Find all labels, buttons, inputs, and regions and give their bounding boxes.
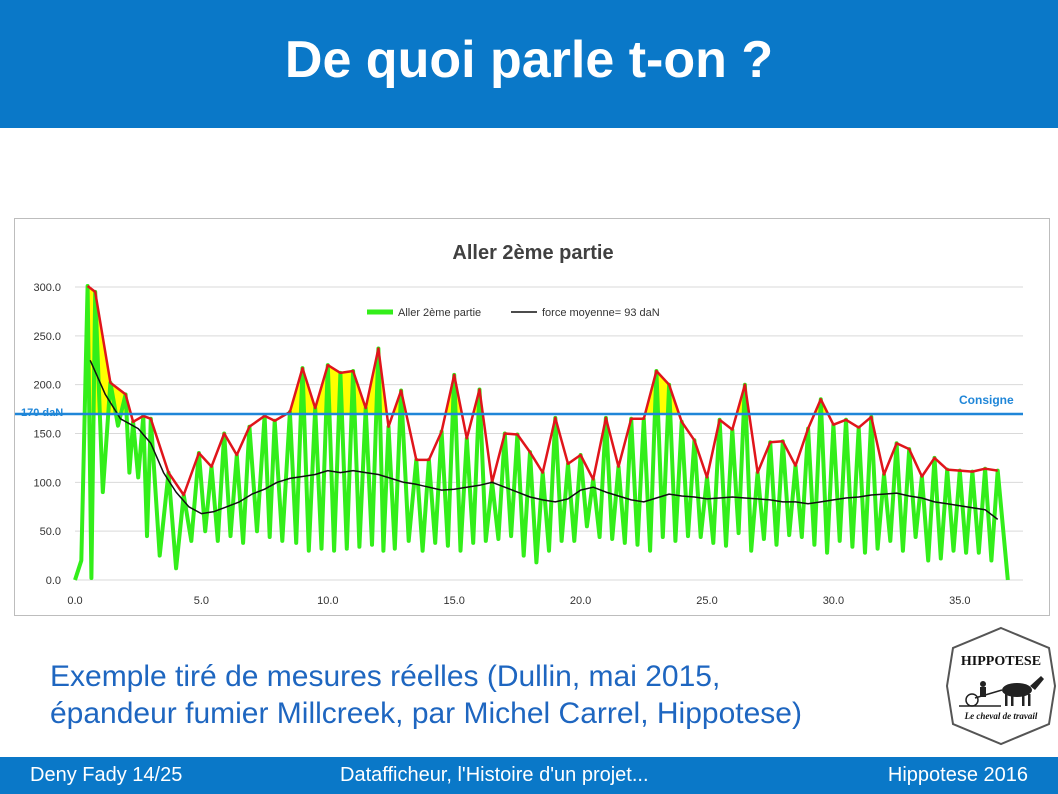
legend-label-measure: Aller 2ème partie: [398, 307, 481, 319]
footer-author: Deny Fady 14/25: [30, 764, 183, 786]
footer-org-year: Hippotese 2016: [887, 764, 1028, 786]
series-line-mean-force: [89, 359, 999, 520]
x-tick-label-6: 30.0: [823, 595, 844, 607]
slide-title: De quoi parle t-on ?: [284, 31, 774, 89]
y-tick-label-4: 200.0: [33, 380, 61, 392]
slide-header: De quoi parle t-on ?: [0, 0, 1058, 128]
caption: Exemple tiré de mesures réelles (Dullin,…: [50, 658, 930, 732]
series-line-measure: [73, 284, 1010, 581]
legend-label-mean: force moyenne= 93 daN: [542, 307, 660, 319]
x-tick-label-1: 5.0: [194, 595, 209, 607]
axes: 0.0 50.0 100.0 150.0 200.0 250.0 300.0 0.0 5.0 10…: [33, 282, 970, 607]
hippotese-logo: HIPPOTESE Le cheval de travail: [945, 626, 1057, 746]
series-layer: [15, 284, 1023, 581]
x-tick-label-5: 25.0: [696, 595, 717, 607]
x-tick-label-3: 15.0: [443, 595, 464, 607]
horse-plough-icon: [959, 676, 1044, 707]
logo-name: HIPPOTESE: [961, 654, 1041, 669]
y-tick-label-5: 250.0: [33, 331, 61, 343]
y-tick-label-3: 150.0: [33, 429, 61, 441]
legend: Aller 2ème partie force moyenne= 93 daN: [367, 307, 660, 319]
logo-tagline: Le cheval de travail: [964, 711, 1038, 721]
chart-frame: 0.0 50.0 100.0 150.0 200.0 250.0 300.0 0.0 5.0 10…: [14, 218, 1050, 616]
consigne-right-label: Consigne: [959, 393, 1014, 407]
x-tick-label-0: 0.0: [67, 595, 82, 607]
x-tick-label-7: 35.0: [949, 595, 970, 607]
caption-line-2: épandeur fumier Millcreek, par Michel Ca…: [50, 697, 802, 730]
slide-footer: Deny Fady 14/25 Datafficheur, l'Histoire…: [0, 757, 1058, 794]
chart-title: Aller 2ème partie: [452, 242, 613, 264]
y-tick-label-2: 100.0: [33, 477, 61, 489]
series-line-peaks: [86, 285, 998, 497]
excess-fill-20: [340, 370, 354, 414]
footer-presentation-title: Datafficheur, l'Histoire d'un projet...: [340, 764, 649, 786]
y-tick-label-1: 50.0: [40, 526, 61, 538]
logo-octagon: [945, 626, 1057, 746]
chart: 0.0 50.0 100.0 150.0 200.0 250.0 300.0 0.0 5.0 10…: [15, 242, 1023, 607]
y-tick-label-6: 300.0: [33, 282, 61, 294]
caption-line-1: Exemple tiré de mesures réelles (Dullin,…: [50, 660, 721, 693]
x-tick-label-4: 20.0: [570, 595, 591, 607]
x-tick-label-2: 10.0: [317, 595, 338, 607]
consigne-left-label: 170 daN: [21, 407, 63, 419]
y-tick-label-0: 0.0: [46, 575, 61, 587]
